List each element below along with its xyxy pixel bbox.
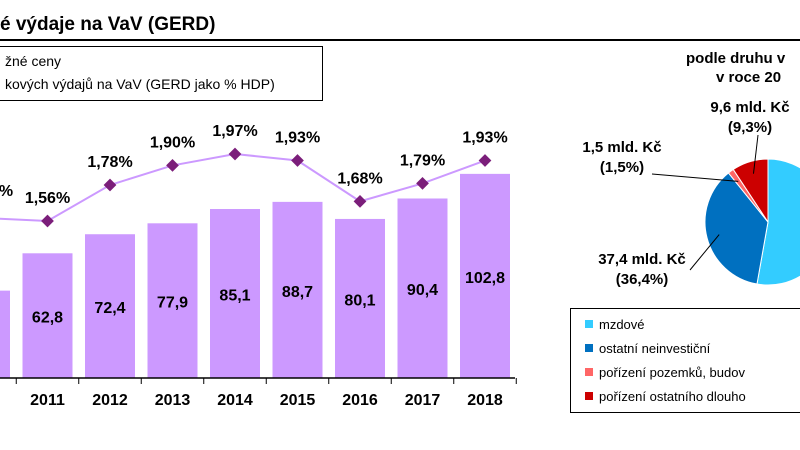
bar [147, 223, 198, 378]
bar [397, 198, 448, 378]
bar-value-label: 102,8 [465, 270, 505, 287]
line-marker [228, 147, 242, 161]
line-marker [166, 159, 179, 172]
bar-value-label: 77,9 [157, 295, 188, 312]
pie-slice-label: 9,6 mld. Kč [710, 100, 789, 116]
x-tick-label: 2017 [405, 392, 441, 409]
x-tick-label: 2018 [467, 392, 503, 409]
x-tick-label: 2015 [280, 392, 316, 409]
line-marker [291, 154, 304, 167]
line-value-label: 1,97% [212, 123, 257, 140]
bar-value-label: 72,4 [94, 300, 125, 317]
pie-legend-swatch [585, 344, 593, 352]
pie-slice-label: (36,4%) [616, 271, 669, 288]
x-tick-label: 2013 [155, 392, 191, 409]
pie-title-line-2: v roce 20 [716, 69, 782, 86]
x-tick-label: 2012 [92, 392, 128, 409]
pie-title: podle druhu v v roce 20 [686, 49, 785, 87]
pie-legend: mzdové ostatní neinvestiční pořízení poz… [570, 308, 800, 413]
bar-legend: žné ceny kových výdajů na VaV (GERD jako… [0, 46, 323, 101]
bar [210, 209, 260, 378]
pie-slice [756, 158, 800, 286]
line-value-label: % [0, 183, 13, 200]
pie-legend-item: mzdové [585, 317, 645, 332]
bar-line-chart: 0062,8201172,4201277,9201385,1201488,720… [0, 123, 517, 409]
x-tick-label: 2016 [342, 392, 378, 409]
line-value-label: 1,56% [25, 190, 70, 207]
pie-title-line-1: podle druhu v [686, 50, 786, 67]
pie-leader-line [689, 234, 720, 271]
title-rule [0, 39, 800, 41]
pie-slice [732, 158, 769, 224]
bar [22, 253, 73, 378]
pie-legend-item: ostatní neinvestiční [585, 341, 710, 356]
bar [460, 173, 510, 378]
pie-legend-label: pořízení ostatního dlouho [599, 389, 746, 404]
line-marker [353, 195, 367, 208]
bar-value-label: 88,7 [282, 284, 313, 301]
x-tick-label: 2011 [30, 392, 65, 409]
chart-title: é výdaje na VaV (GERD) [0, 14, 216, 35]
bar-value-label: 62,8 [32, 310, 63, 327]
bar-value-label: 80,1 [344, 292, 375, 309]
pie-legend-swatch [585, 392, 593, 400]
line-value-label: 1,68% [337, 170, 382, 187]
line-marker [103, 178, 117, 192]
line-marker [416, 177, 429, 190]
bar-value-label: 85,1 [219, 288, 250, 305]
line-marker [41, 214, 54, 228]
pie-slice-label: 1,5 mld. Kč [582, 139, 661, 156]
pie-slice-label: (1,5%) [600, 159, 644, 176]
bar-value-label: 90,4 [407, 282, 438, 299]
pie-slice-label: 37,4 mld. Kč [598, 251, 686, 268]
line-value-label: 1,93% [275, 130, 320, 147]
pie-legend-item: pořízení ostatního dlouho [585, 389, 746, 404]
bar [85, 234, 135, 378]
line-value-label: 1,78% [87, 154, 132, 171]
bar [272, 201, 323, 378]
pie-leader-line [752, 134, 759, 174]
bar [0, 290, 10, 378]
pie-legend-swatch [585, 320, 593, 328]
pie-chart: 37,4 mld. Kč (36,4%) 1,5 mld. Kč (1,5%) 9,6 … [582, 100, 800, 288]
legend-line-series: kových výdajů na VaV (GERD jako % HDP) [5, 76, 275, 92]
pie-legend-label: pořízení pozemků, budov [599, 365, 745, 380]
pie-legend-swatch [585, 368, 593, 376]
line-marker [478, 154, 492, 167]
x-tick-label: 2014 [217, 392, 253, 409]
pie-legend-label: ostatní neinvestiční [599, 341, 711, 356]
pie-legend-item: pořízení pozemků, budov [585, 365, 745, 380]
bar [335, 218, 385, 378]
pie-legend-label: mzdové [599, 317, 645, 332]
pie-slice [704, 172, 769, 285]
pie-slice-label: (9,3%) [728, 119, 772, 136]
line-value-label: 1,90% [150, 134, 195, 151]
legend-bar-series: žné ceny [5, 53, 62, 69]
pie-leader-line [651, 173, 739, 182]
line-value-label: 1,93% [462, 130, 507, 147]
line-value-label: 1,79% [400, 152, 445, 169]
